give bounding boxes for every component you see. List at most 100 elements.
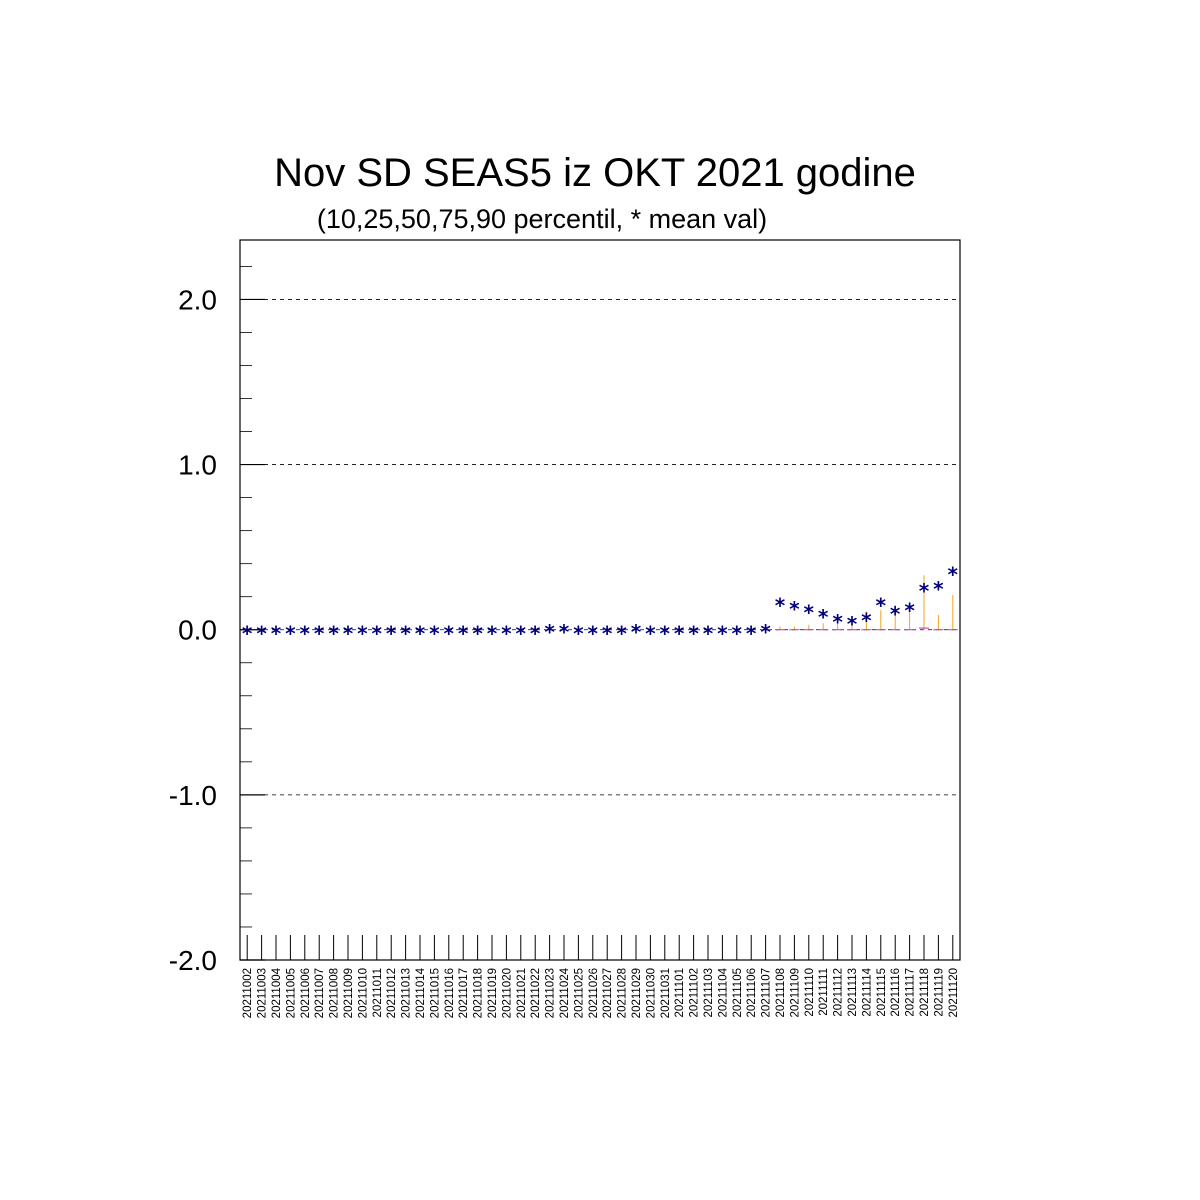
y-tick-label: 1.0	[178, 450, 217, 481]
x-tick-label: 20211008	[329, 968, 341, 1018]
mean-marker: *	[472, 622, 484, 646]
mean-marker: *	[400, 622, 412, 646]
mean-marker: *	[904, 599, 916, 623]
mean-marker: *	[716, 622, 728, 646]
mean-marker: *	[788, 597, 800, 621]
x-tick-label: 20211007	[314, 968, 326, 1018]
mean-marker: *	[313, 622, 325, 646]
x-tick-label: 20211110	[804, 968, 816, 1017]
x-tick-label: 20211111	[818, 968, 830, 1016]
x-axis: 20211002 20211003 20211004 20211005 20211006…	[242, 935, 960, 1018]
x-tick-label: 20211115	[876, 968, 888, 1017]
x-tick-label: 20211012	[386, 968, 398, 1018]
mean-marker: *	[529, 622, 541, 646]
mean-marker: *	[256, 622, 268, 646]
x-tick-label: 20211113	[847, 968, 859, 1017]
mean-marker: *	[299, 622, 311, 646]
mean-marker: *	[932, 577, 944, 601]
x-tick-label: 20211027	[602, 968, 614, 1018]
x-tick-label: 20211009	[343, 968, 355, 1018]
x-tick-label: 20211021	[516, 968, 528, 1018]
x-tick-label: 20211109	[789, 968, 801, 1017]
chart-subtitle: (10,25,50,75,90 percentil, * mean val)	[317, 204, 767, 234]
chart-title: Nov SD SEAS5 iz OKT 2021 godine	[274, 151, 916, 195]
x-tick-label: 20211023	[545, 968, 557, 1018]
x-tick-label: 20211107	[761, 968, 773, 1017]
mean-marker: *	[241, 622, 253, 646]
mean-marker: *	[817, 605, 829, 629]
x-tick-label: 20211024	[559, 967, 571, 1018]
x-tick-label: 20211108	[775, 968, 787, 1017]
mean-marker: *	[443, 622, 455, 646]
mean-marker: *	[846, 612, 858, 636]
x-tick-label: 20211004	[271, 967, 283, 1018]
mean-marker: *	[572, 622, 584, 646]
x-tick-label: 20211013	[401, 968, 413, 1018]
mean-marker: *	[875, 594, 887, 618]
x-tick-label: 20211005	[285, 968, 297, 1018]
x-tick-label: 20211030	[645, 968, 657, 1018]
x-tick-label: 20211116	[890, 968, 902, 1017]
mean-marker: *	[630, 620, 642, 644]
mean-marker: *	[688, 622, 700, 646]
x-tick-label: 20211026	[588, 968, 600, 1018]
x-tick-label: 20211105	[732, 968, 744, 1017]
mean-marker: *	[673, 622, 685, 646]
mean-marker: *	[515, 622, 527, 646]
x-tick-label: 20211011	[372, 968, 384, 1017]
mean-marker: *	[486, 622, 498, 646]
y-axis: 2.0 1.0 0.0 -1.0 -2.0	[169, 266, 265, 976]
y-tick-label: -2.0	[169, 945, 217, 976]
y-tick-label: 0.0	[178, 615, 217, 646]
y-tick-label: 2.0	[178, 284, 217, 315]
mean-marker: *	[860, 609, 872, 633]
x-tick-label: 20211015	[429, 968, 441, 1018]
mean-marker: *	[947, 562, 959, 586]
x-tick-label: 20211106	[746, 968, 758, 1017]
x-tick-label: 20211104	[717, 967, 729, 1017]
mean-marker: *	[601, 622, 613, 646]
mean-marker: *	[587, 622, 599, 646]
x-tick-label: 20211118	[919, 968, 931, 1017]
x-tick-label: 20211120	[948, 968, 960, 1017]
mean-marker: *	[745, 622, 757, 646]
x-tick-label: 20211002	[242, 968, 254, 1018]
mean-marker: *	[616, 622, 628, 646]
mean-marker: *	[328, 622, 340, 646]
x-tick-label: 20211003	[257, 968, 269, 1018]
mean-marker: *	[659, 622, 671, 646]
mean-marker: *	[774, 594, 786, 618]
mean-marker: *	[428, 622, 440, 646]
x-tick-label: 20211006	[300, 968, 312, 1018]
percentile-bars	[775, 575, 958, 631]
mean-marker: *	[414, 622, 426, 646]
plot-frame	[239, 239, 961, 961]
mean-marker: *	[558, 620, 570, 644]
mean-marker: *	[760, 620, 772, 644]
x-tick-label: 20211010	[357, 968, 369, 1018]
mean-marker: *	[889, 602, 901, 626]
mean-marker: *	[644, 622, 656, 646]
y-tick-label: -1.0	[169, 780, 217, 811]
mean-marker: *	[731, 622, 743, 646]
mean-markers: * * * * * * * * * * * * * * * * * * * * * * * * * * * * * * * * * * * * ** * *…	[241, 562, 959, 645]
x-tick-label: 20211020	[501, 968, 513, 1018]
x-tick-label: 20211112	[833, 968, 845, 1017]
mean-marker: *	[832, 610, 844, 634]
mean-marker: *	[385, 622, 397, 646]
x-tick-label: 20211029	[631, 968, 643, 1018]
x-tick-label: 20211019	[487, 968, 499, 1018]
x-tick-label: 20211014	[415, 967, 427, 1018]
x-tick-label: 20211018	[473, 968, 485, 1018]
x-tick-label: 20211025	[573, 968, 585, 1018]
gridlines	[240, 299, 960, 796]
x-tick-label: 20211028	[617, 968, 629, 1018]
x-tick-label: 20211103	[703, 968, 715, 1017]
mean-marker: *	[342, 622, 354, 646]
mean-marker: *	[918, 579, 930, 603]
x-tick-label: 20211022	[530, 968, 542, 1018]
mean-marker: *	[356, 622, 368, 646]
x-tick-label: 20211102	[689, 968, 701, 1017]
x-tick-label: 20211114	[861, 967, 873, 1016]
